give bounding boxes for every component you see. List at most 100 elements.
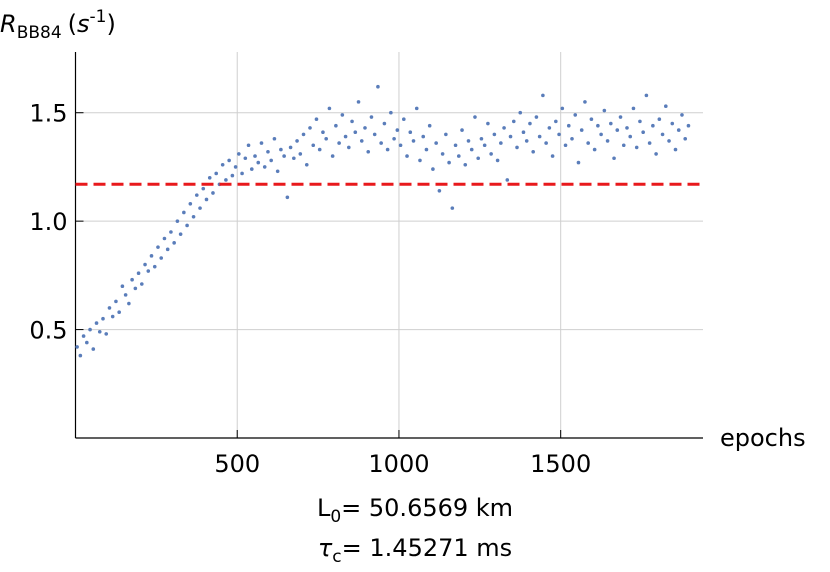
point xyxy=(392,136,396,141)
point xyxy=(88,327,92,332)
point xyxy=(249,167,254,171)
point xyxy=(279,147,283,152)
point xyxy=(304,162,309,167)
point xyxy=(230,173,235,178)
point xyxy=(246,143,251,148)
point xyxy=(97,329,102,334)
point xyxy=(628,134,633,139)
point xyxy=(169,230,173,234)
annotation-symbol: L xyxy=(317,494,331,522)
point xyxy=(586,141,590,145)
y-label-symbol: R xyxy=(0,10,17,38)
point xyxy=(612,156,616,161)
point xyxy=(554,119,558,124)
point xyxy=(133,286,138,291)
point xyxy=(592,147,597,152)
annotation-text: = 50.6569 km xyxy=(341,494,513,522)
point xyxy=(651,123,655,128)
point xyxy=(573,113,578,117)
x-tick-label: 1500 xyxy=(530,450,591,478)
point xyxy=(515,145,519,150)
point xyxy=(499,141,503,145)
point xyxy=(505,178,510,182)
point xyxy=(298,152,303,156)
point xyxy=(201,186,206,191)
point xyxy=(104,332,109,336)
point xyxy=(566,123,571,128)
point xyxy=(473,115,477,119)
point xyxy=(282,154,286,158)
point xyxy=(101,316,105,321)
point xyxy=(456,154,461,158)
y-label-unit: s xyxy=(77,10,90,38)
point xyxy=(376,84,380,89)
point xyxy=(311,143,316,148)
point xyxy=(204,197,209,202)
point xyxy=(537,134,542,139)
x-axis-label: epochs xyxy=(720,424,806,452)
point xyxy=(421,134,426,139)
point xyxy=(330,154,335,158)
point xyxy=(447,160,451,165)
point xyxy=(589,117,594,122)
point xyxy=(253,154,257,158)
point xyxy=(440,152,445,156)
point xyxy=(314,117,319,122)
point xyxy=(275,169,280,174)
point xyxy=(117,310,121,315)
point xyxy=(356,100,361,104)
point xyxy=(285,195,290,200)
point xyxy=(172,241,176,245)
point xyxy=(625,126,629,130)
point xyxy=(178,232,183,236)
point xyxy=(224,178,228,182)
point xyxy=(683,136,688,141)
point xyxy=(127,301,131,306)
point xyxy=(641,130,645,135)
point xyxy=(618,115,623,119)
point xyxy=(583,100,587,104)
point xyxy=(292,156,296,161)
point xyxy=(162,236,167,241)
point xyxy=(91,347,96,351)
point xyxy=(152,264,157,269)
point xyxy=(256,160,261,165)
point xyxy=(317,147,322,152)
point xyxy=(615,128,620,132)
point xyxy=(211,191,215,195)
point xyxy=(308,126,312,130)
point xyxy=(660,132,665,137)
point xyxy=(130,277,134,282)
point xyxy=(427,123,432,128)
y-tick-label: 1.5 xyxy=(29,100,67,128)
point xyxy=(634,145,639,150)
point xyxy=(159,256,164,260)
point xyxy=(495,158,500,163)
annotation-subscript: c xyxy=(332,547,341,567)
point xyxy=(81,334,86,338)
point xyxy=(120,284,125,289)
point xyxy=(486,121,490,126)
point xyxy=(434,141,438,145)
point xyxy=(337,141,341,145)
point xyxy=(418,158,422,163)
point xyxy=(295,139,299,143)
point xyxy=(207,175,212,180)
y-label-open: ( xyxy=(68,10,77,38)
point xyxy=(191,215,196,219)
point xyxy=(531,149,535,154)
point xyxy=(266,149,270,154)
point xyxy=(524,139,529,143)
point xyxy=(411,139,416,143)
point xyxy=(563,143,568,148)
point xyxy=(521,130,526,135)
point xyxy=(350,119,354,124)
point xyxy=(114,299,118,304)
y-label-close: ) xyxy=(107,10,116,38)
point xyxy=(78,353,83,358)
point xyxy=(398,143,403,148)
annotation-symbol: τ xyxy=(318,534,333,562)
point xyxy=(240,171,244,176)
point xyxy=(557,132,561,137)
